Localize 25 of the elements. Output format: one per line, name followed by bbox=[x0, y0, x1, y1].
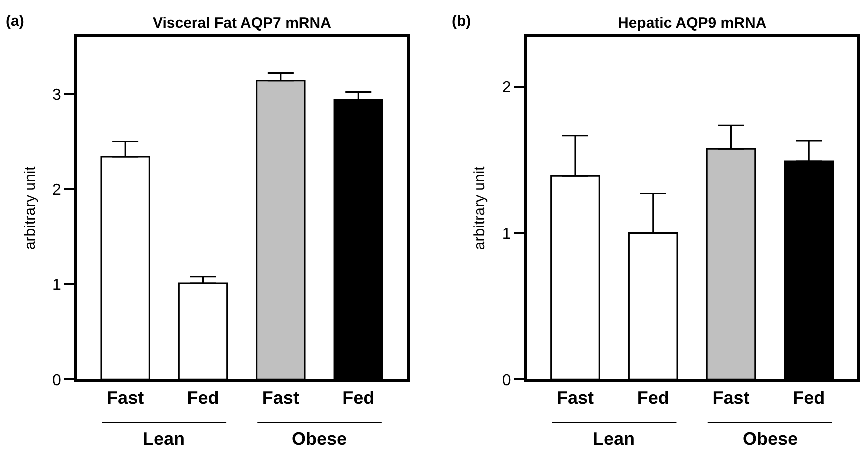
y-tick-label: 1 bbox=[52, 277, 62, 294]
text: (b) bbox=[452, 13, 472, 30]
x-tick-label: Fast bbox=[107, 388, 144, 408]
x-tick-label: Fed bbox=[187, 388, 220, 408]
y-tick-label: 0 bbox=[52, 372, 62, 390]
y-axis-title: arbitrary unit bbox=[472, 166, 489, 250]
y-tick-label: 3 bbox=[52, 86, 62, 104]
x-tick-label: Fed bbox=[342, 388, 375, 408]
y-tick-label: 2 bbox=[52, 182, 62, 199]
text: Obese bbox=[292, 429, 348, 449]
y-tick-label: 0 bbox=[502, 372, 512, 390]
x-tick-label: Fed bbox=[793, 388, 826, 408]
y-axis-title: arbitrary unit bbox=[22, 166, 39, 250]
text: (a) bbox=[6, 13, 24, 30]
chart-title: Hepatic AQP9 mRNA bbox=[618, 15, 767, 32]
text: Lean bbox=[143, 429, 186, 449]
x-tick-label: Fast bbox=[712, 388, 750, 408]
text: Obese bbox=[743, 429, 798, 449]
text: Lean bbox=[593, 429, 636, 449]
x-tick-label: Fast bbox=[262, 388, 300, 408]
chart-title: Visceral Fat AQP7 mRNA bbox=[153, 15, 332, 32]
y-tick-label: 2 bbox=[502, 79, 512, 96]
x-tick-label: Fast bbox=[556, 388, 594, 408]
x-tick-label: Fed bbox=[637, 388, 670, 408]
y-tick-label: 1 bbox=[502, 226, 512, 243]
